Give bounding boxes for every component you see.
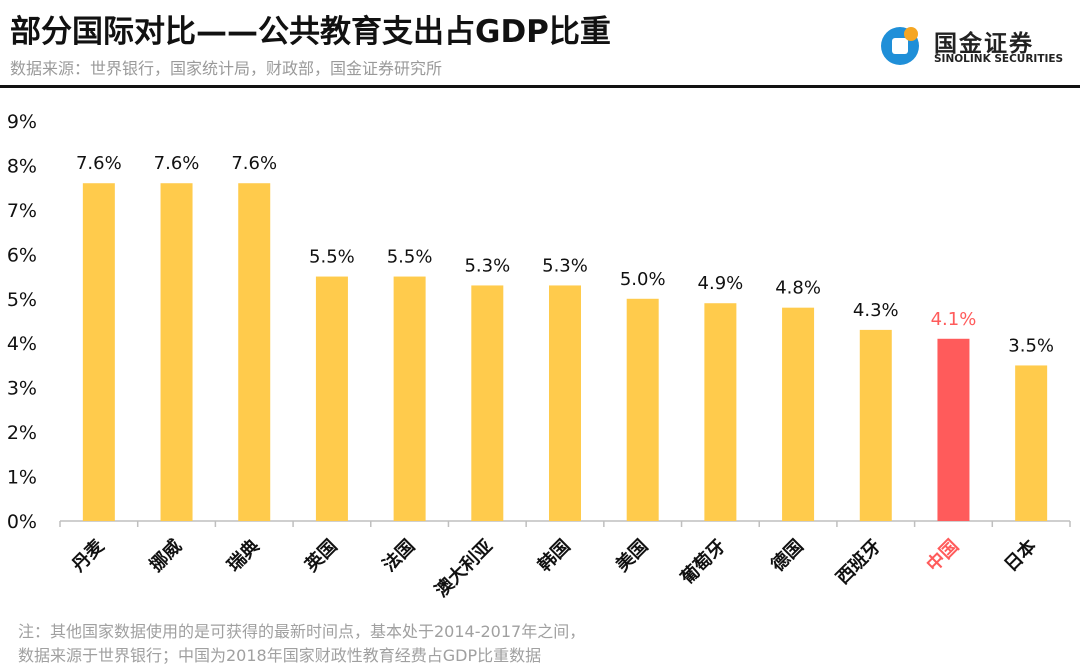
data-label: 4.1%: [931, 309, 977, 330]
x-tick-label: 澳大利亚: [430, 535, 496, 601]
data-label: 5.3%: [464, 255, 510, 276]
x-tick-label: 法国: [378, 535, 419, 576]
x-tick-label: 德国: [767, 535, 808, 576]
y-tick-label: 8%: [7, 155, 37, 177]
logo-text-cn: 国金证券: [934, 31, 1034, 57]
bar-美国: [626, 298, 659, 521]
sinolink-logo: 国金证券 SINOLINK SECURITIES: [878, 20, 1078, 70]
y-tick-label: 0%: [7, 511, 37, 533]
data-label: 7.6%: [76, 153, 122, 174]
x-tick-label: 日本: [1000, 535, 1041, 576]
data-label: 7.6%: [154, 153, 200, 174]
bar-韩国: [549, 285, 581, 521]
bar-英国: [315, 276, 348, 521]
x-tick-label: 美国: [611, 535, 652, 576]
bar-挪威: [160, 183, 193, 521]
bar-丹麦: [82, 183, 115, 521]
y-tick-label: 6%: [7, 244, 37, 266]
y-tick-label: 4%: [7, 333, 37, 355]
source-subtitle: 数据来源：世界银行，国家统计局，财政部，国金证券研究所: [10, 59, 443, 78]
data-label: 5.5%: [387, 247, 433, 268]
bar-日本: [1015, 365, 1048, 521]
bar-瑞典: [238, 183, 271, 521]
bar-chart: 0% 1% 2% 3% 4% 5% 6% 7% 8% 9% 7.6% 丹麦 7.6% 挪威 7.6% 瑞典 5.…: [7, 111, 1071, 601]
y-tick-label: 1%: [7, 467, 37, 489]
data-label: 5.3%: [542, 255, 588, 276]
data-label: 5.5%: [309, 247, 355, 268]
logo-text-en: SINOLINK SECURITIES: [934, 53, 1064, 65]
data-label: 4.8%: [775, 278, 821, 299]
x-tick-label: 葡萄牙: [675, 535, 729, 589]
x-tick-label: 挪威: [145, 535, 186, 576]
logo-mark-icon: [881, 27, 919, 65]
data-label: 4.9%: [698, 273, 744, 294]
x-tick-label: 西班牙: [832, 536, 885, 589]
page-title: 部分国际对比——公共教育支出占GDP比重: [10, 14, 611, 50]
bar-葡萄牙: [704, 303, 737, 521]
footnote-line-2: 数据来源于世界银行；中国为2018年国家财政性教育经费占GDP比重数据: [18, 646, 542, 665]
bar-中国: [937, 338, 970, 521]
data-label: 3.5%: [1008, 335, 1054, 356]
x-tick-label: 丹麦: [67, 534, 109, 576]
footnote-line-1: 注：其他国家数据使用的是可获得的最新时间点，基本处于2014-2017年之间，: [18, 622, 586, 641]
data-label: 4.3%: [853, 300, 899, 321]
bar-德国: [782, 307, 815, 521]
x-tick-label: 韩国: [534, 535, 575, 576]
y-tick-label: 7%: [7, 200, 37, 222]
x-tick-label: 中国: [922, 535, 963, 576]
data-label: 5.0%: [620, 269, 666, 290]
footnote: 注：其他国家数据使用的是可获得的最新时间点，基本处于2014-2017年之间， …: [18, 620, 585, 668]
y-tick-label: 2%: [7, 422, 37, 444]
x-tick-label: 瑞典: [223, 535, 264, 576]
y-tick-label: 3%: [7, 378, 37, 400]
bar-西班牙: [859, 329, 892, 521]
header-divider: [0, 85, 1080, 88]
bar-澳大利亚: [471, 285, 504, 521]
y-tick-label: 9%: [7, 111, 37, 133]
y-tick-label: 5%: [7, 289, 37, 311]
x-tick-label: 英国: [300, 535, 342, 577]
bar-法国: [393, 276, 426, 521]
data-label: 7.6%: [231, 153, 277, 174]
